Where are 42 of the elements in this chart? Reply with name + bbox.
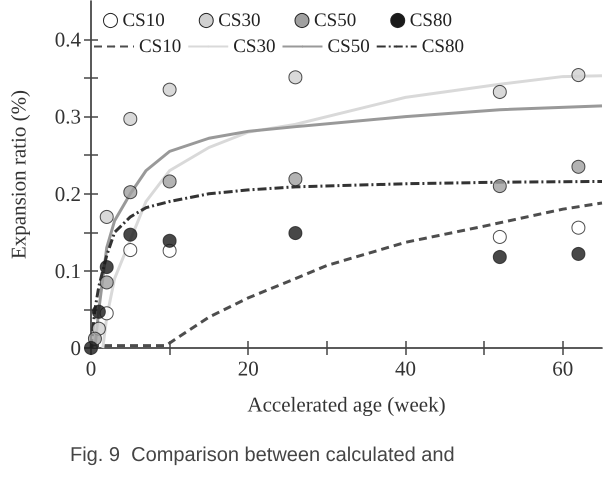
x-axis-title: Accelerated age (week)	[247, 392, 446, 416]
point	[123, 228, 138, 242]
point	[100, 210, 114, 224]
point	[92, 304, 106, 319]
x-tick-label: 0	[86, 356, 96, 380]
point	[162, 234, 177, 248]
caption: Fig. 9 Comparison between calculated and	[70, 444, 455, 466]
y-tick-label: 0.3	[54, 104, 81, 129]
point	[162, 174, 177, 188]
point	[123, 185, 138, 200]
legend-label: CS10	[139, 36, 182, 57]
point	[288, 226, 302, 240]
x-tick-label: 40	[394, 356, 416, 380]
point	[288, 70, 302, 84]
x-tick-label: 60	[552, 356, 574, 380]
legend-label: CS50	[314, 10, 356, 31]
point	[571, 246, 586, 261]
point	[100, 260, 114, 274]
legend-label: CS80	[422, 36, 464, 57]
point	[123, 243, 138, 258]
point	[162, 82, 177, 97]
point	[100, 275, 114, 290]
legend-label: CS10	[122, 10, 165, 31]
legend-label: CS30	[233, 36, 276, 57]
point	[492, 250, 507, 264]
y-axis-title: Expansion ratio (%)	[6, 90, 30, 260]
point	[571, 220, 586, 235]
point	[492, 179, 507, 194]
legend-label: CS50	[327, 36, 370, 57]
point	[288, 172, 302, 186]
point	[571, 160, 586, 174]
point	[492, 230, 507, 244]
legend-label: CS30	[218, 10, 260, 31]
y-tick-label: 0.2	[54, 182, 81, 206]
point	[492, 84, 507, 99]
y-tick-label: 0.4	[54, 28, 82, 52]
y-tick-label: 0.1	[54, 258, 81, 283]
x-tick-label: 20	[238, 356, 259, 380]
point	[123, 112, 138, 126]
y-tick-label: 0	[70, 336, 81, 360]
legend-label: CS80	[410, 10, 452, 31]
point	[571, 68, 586, 82]
